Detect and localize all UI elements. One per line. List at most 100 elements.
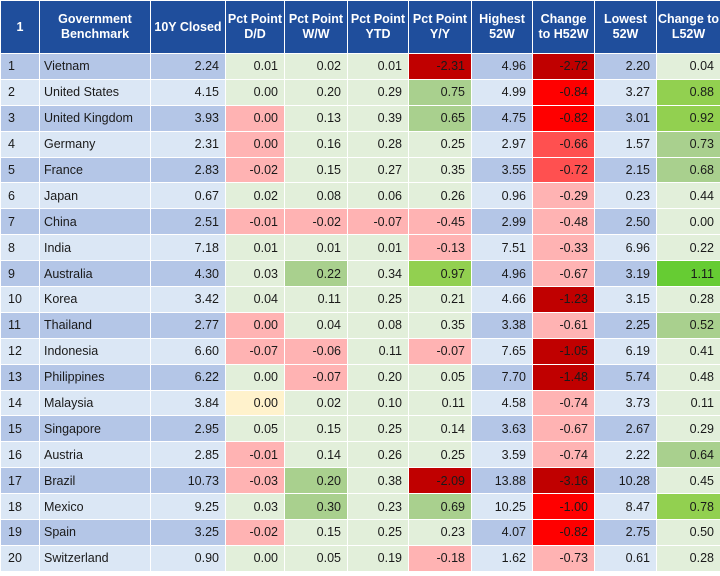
cl52-cell: 0.73 [656,130,720,158]
l52-cell: 0.61 [594,544,657,572]
country-name: Korea [39,286,151,313]
ch52-cell: -0.74 [532,441,595,469]
cl52-cell: 0.92 [656,104,720,132]
dd-cell: 0.05 [225,415,285,443]
h52-cell: 7.70 [471,363,533,391]
ch52-cell: -2.72 [532,53,595,80]
closed-cell: 4.15 [150,78,226,106]
h52-cell: 2.97 [471,130,533,158]
ytd-cell: 0.01 [347,53,409,80]
country-name: United Kingdom [39,104,151,132]
dd-cell: 0.00 [225,544,285,572]
ytd-cell: 0.06 [347,182,409,210]
country-name: Singapore [39,415,151,443]
table-row: 14 Malaysia 3.84 0.00 0.02 0.10 0.11 4.5… [0,389,720,417]
l52-cell: 2.67 [594,415,657,443]
ch52-cell: -0.72 [532,156,595,184]
dd-cell: -0.02 [225,519,285,546]
ww-cell: -0.07 [284,363,348,391]
ww-cell: -0.06 [284,337,348,365]
closed-cell: 6.60 [150,337,226,365]
h52-cell: 3.38 [471,311,533,339]
ch52-cell: -0.74 [532,389,595,417]
ch52-cell: -0.82 [532,519,595,546]
yy-cell: 0.26 [408,182,472,210]
ytd-cell: 0.39 [347,104,409,132]
dd-cell: 0.04 [225,286,285,313]
l52-cell: 2.20 [594,53,657,80]
ytd-cell: 0.27 [347,156,409,184]
ch52-cell: -1.23 [532,286,595,313]
h52-cell: 4.96 [471,53,533,80]
header-h52: Highest 52W [471,0,533,54]
h52-cell: 7.65 [471,337,533,365]
ch52-cell: -3.16 [532,467,595,495]
closed-cell: 2.51 [150,208,226,236]
table-row: 4 Germany 2.31 0.00 0.16 0.28 0.25 2.97 … [0,130,720,158]
dd-cell: 0.00 [225,311,285,339]
closed-cell: 4.30 [150,260,226,288]
ytd-cell: 0.25 [347,519,409,546]
header-index: 1 [0,0,40,54]
l52-cell: 2.50 [594,208,657,236]
h52-cell: 13.88 [471,467,533,495]
ytd-cell: 0.01 [347,234,409,262]
ww-cell: 0.14 [284,441,348,469]
ch52-cell: -1.48 [532,363,595,391]
closed-cell: 3.42 [150,286,226,313]
l52-cell: 3.15 [594,286,657,313]
row-index: 15 [0,415,40,443]
row-index: 1 [0,53,40,80]
l52-cell: 2.75 [594,519,657,546]
dd-cell: 0.01 [225,53,285,80]
table-row: 6 Japan 0.67 0.02 0.08 0.06 0.26 0.96 -0… [0,182,720,210]
h52-cell: 4.66 [471,286,533,313]
ytd-cell: 0.08 [347,311,409,339]
cl52-cell: 0.41 [656,337,720,365]
yy-cell: 0.05 [408,363,472,391]
yy-cell: 0.75 [408,78,472,106]
h52-cell: 4.96 [471,260,533,288]
country-name: Thailand [39,311,151,339]
yy-cell: 0.11 [408,389,472,417]
ch52-cell: -0.33 [532,234,595,262]
closed-cell: 2.24 [150,53,226,80]
country-name: Malaysia [39,389,151,417]
closed-cell: 3.25 [150,519,226,546]
table-row: 2 United States 4.15 0.00 0.20 0.29 0.75… [0,78,720,106]
country-name: Mexico [39,493,151,521]
yy-cell: -0.45 [408,208,472,236]
table-row: 18 Mexico 9.25 0.03 0.30 0.23 0.69 10.25… [0,493,720,521]
closed-cell: 0.90 [150,544,226,572]
country-name: United States [39,78,151,106]
country-name: Brazil [39,467,151,495]
dd-cell: 0.00 [225,130,285,158]
row-index: 8 [0,234,40,262]
table-row: 19 Spain 3.25 -0.02 0.15 0.25 0.23 4.07 … [0,519,720,546]
cl52-cell: 0.50 [656,519,720,546]
h52-cell: 0.96 [471,182,533,210]
ch52-cell: -0.67 [532,415,595,443]
cl52-cell: 0.04 [656,53,720,80]
ww-cell: 0.02 [284,389,348,417]
ww-cell: 0.20 [284,78,348,106]
header-ww: Pct Point W/W [284,0,348,54]
closed-cell: 7.18 [150,234,226,262]
dd-cell: -0.02 [225,156,285,184]
h52-cell: 4.07 [471,519,533,546]
table-row: 12 Indonesia 6.60 -0.07 -0.06 0.11 -0.07… [0,337,720,365]
l52-cell: 3.73 [594,389,657,417]
cl52-cell: 0.78 [656,493,720,521]
h52-cell: 3.63 [471,415,533,443]
ww-cell: 0.20 [284,467,348,495]
h52-cell: 10.25 [471,493,533,521]
ch52-cell: -1.00 [532,493,595,521]
ch52-cell: -0.29 [532,182,595,210]
table-row: 1 Vietnam 2.24 0.01 0.02 0.01 -2.31 4.96… [0,53,720,80]
country-name: India [39,234,151,262]
yy-cell: -0.13 [408,234,472,262]
country-name: Philippines [39,363,151,391]
h52-cell: 1.62 [471,544,533,572]
country-name: Switzerland [39,544,151,572]
